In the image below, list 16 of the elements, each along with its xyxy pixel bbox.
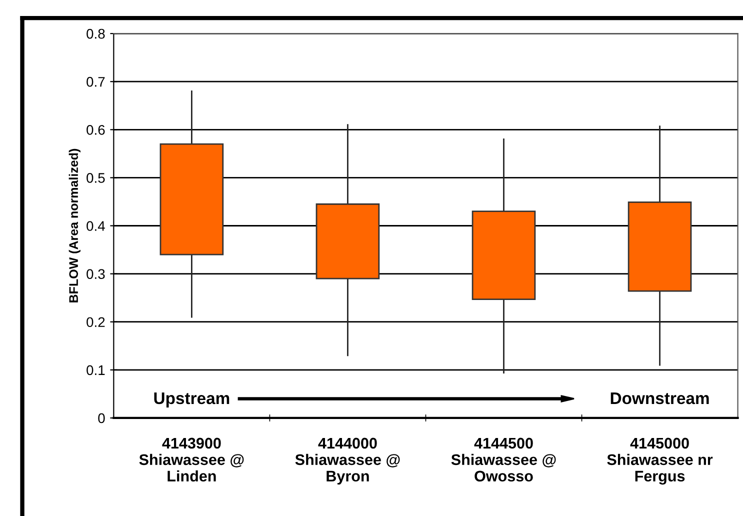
x-tick-label: 4145000 Shiawassee nr Fergus xyxy=(607,438,713,485)
x-tick-label: 4143900 Shiawassee @ Linden xyxy=(139,438,244,482)
y-tick-label: 0 xyxy=(98,413,105,424)
y-tick-label: 0.2 xyxy=(86,317,105,328)
y-tick-label: 0.1 xyxy=(86,365,105,376)
annotation: Downstream xyxy=(610,392,709,404)
x-tick-label: 4144000 Shiawassee @ Byron xyxy=(295,438,400,485)
y-tick-label: 0.7 xyxy=(86,76,105,87)
annotation: Upstream xyxy=(154,392,230,408)
y-tick-label: 0.5 xyxy=(86,173,105,183)
x-tick-label: 4144500 Shiawassee @ Owosso xyxy=(451,438,556,482)
y-tick-label: 0.6 xyxy=(86,124,105,135)
y-tick-label: 0.3 xyxy=(86,269,105,279)
y-axis-title: BFLOW (Area normalized) xyxy=(68,148,80,302)
y-tick-label: 0.8 xyxy=(86,28,105,39)
y-tick-label: 0.4 xyxy=(86,221,105,231)
